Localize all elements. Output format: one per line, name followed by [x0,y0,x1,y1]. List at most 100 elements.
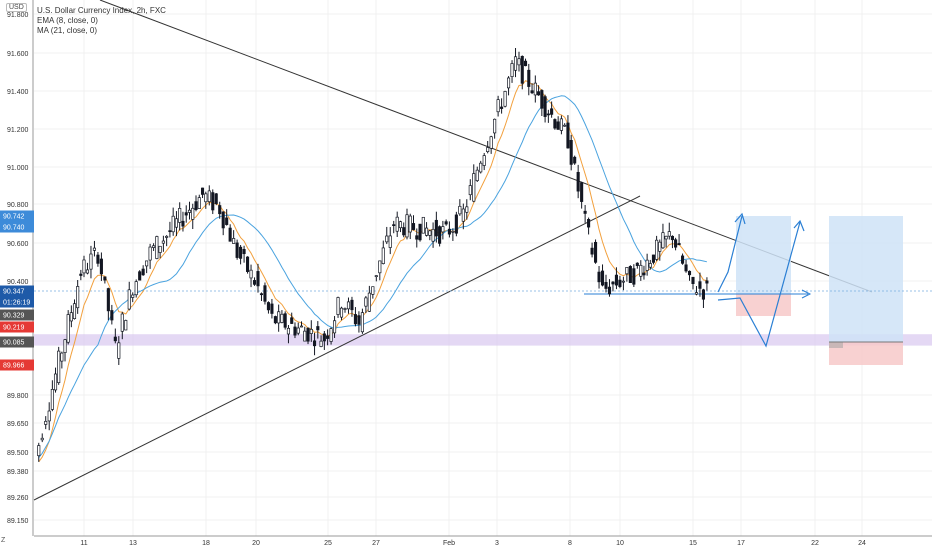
candle-body [263,285,267,302]
candle-body [303,330,307,342]
candle-body [316,326,320,331]
zoom-corner-label[interactable]: Z [1,537,6,544]
projection-arrow-1-head [734,212,746,225]
candle-body [152,245,156,248]
ema-line [38,80,707,463]
candle-body [204,193,208,203]
candle-body [454,214,458,234]
candle-body [550,108,554,115]
y-tick-label: 90.800 [7,202,29,209]
candle-body [597,271,601,283]
candle-body [451,230,455,233]
candle-body [296,327,300,334]
candle-body [37,445,41,457]
candle-body [313,340,317,347]
candle-body [625,267,629,275]
candle-body [392,224,396,227]
candle-body [371,286,375,295]
y-tick-label: 89.150 [7,518,29,525]
candle-body [259,293,264,296]
candle-body [607,286,612,295]
candle-body [405,214,409,238]
candle-body [431,228,435,242]
candle-body [221,211,225,229]
candle-body [694,292,699,295]
long-stop-box-2 [829,342,903,365]
candle-body [336,297,340,315]
candle-body [618,279,622,287]
candle-body [326,335,330,339]
x-tick-label: Feb [443,540,455,547]
candle-body [69,312,73,322]
candle-body [489,136,493,149]
candles-layer [37,48,709,462]
candle-body [540,90,544,109]
candle-body [357,315,361,325]
candle-body [99,258,103,275]
projection-arrow-1 [717,215,743,293]
candle-body [438,226,442,244]
candle-body [299,325,304,328]
candle-body [322,333,326,342]
candle-body [89,253,93,270]
grid-layer [34,0,932,536]
candle-body [670,235,674,241]
candle-body [364,297,368,307]
y-tick-label: 89.380 [7,469,29,476]
candle-body [367,292,371,312]
candle-body [513,56,518,71]
candle-body [556,121,560,130]
candle-body [664,235,668,240]
x-tick-label: 20 [252,540,260,547]
candle-body [479,162,483,173]
price-tag [0,321,34,333]
candle-body [293,326,297,336]
candle-body [214,193,218,204]
candle-body [76,286,80,309]
candle-body [632,268,636,285]
candle-body [161,240,165,244]
candle-body [218,205,222,215]
candle-body [533,82,537,96]
ema-legend-label[interactable]: EMA (8, close, 0) [37,16,98,25]
candle-body [353,314,357,325]
candle-body [120,313,124,332]
candle-body [85,269,90,274]
candle-body [691,276,695,284]
candle-body [44,420,48,425]
chart-title[interactable]: U.S. Dollar Currency Index, 2h, FXC [37,6,166,15]
candle-body [239,246,243,259]
candle-body [211,192,215,211]
candle-body [273,316,277,324]
candle-body [165,235,169,238]
candle-body [611,281,615,285]
candle-body [543,96,547,117]
symbol-button[interactable]: USD [6,3,27,12]
x-tick-label: 17 [737,540,745,547]
candle-body [381,247,385,264]
candle-body [559,118,563,131]
x-tick-label: 22 [811,540,819,547]
candle-body [50,389,54,410]
candle-body [537,91,541,96]
candle-body [92,247,96,251]
x-tick-label: 15 [689,540,697,547]
candle-body [148,246,152,261]
candle-body [468,185,472,196]
candle-body [587,219,591,228]
ma-legend-label[interactable]: MA (21, close, 0) [37,26,98,35]
candle-body [667,231,671,237]
candle-body [583,210,587,214]
candle-body [600,270,605,286]
candle-body [388,235,392,248]
candle-body [249,269,253,279]
candle-body [395,216,399,232]
candle-body [428,230,432,236]
x-tick-label: 24 [858,540,866,547]
candle-body [510,63,514,77]
candle-body [290,317,294,324]
long-target-box-1 [736,216,791,294]
candle-body [472,173,476,202]
